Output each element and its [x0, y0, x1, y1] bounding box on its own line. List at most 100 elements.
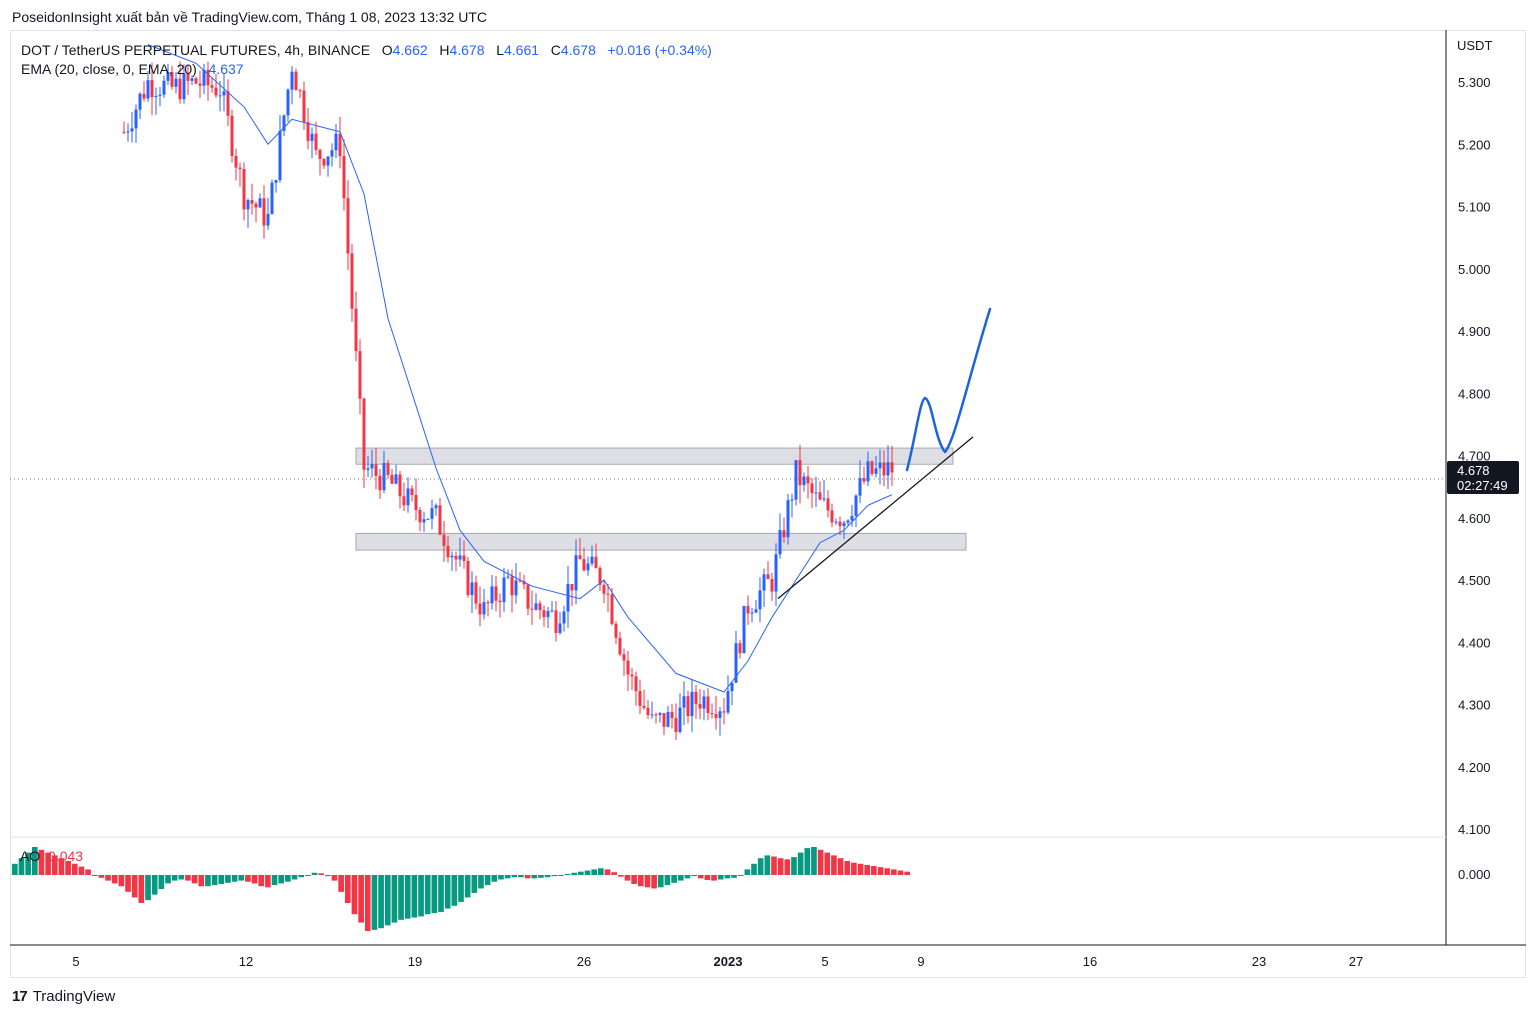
- ao-bar: [391, 875, 398, 923]
- candle-body: [546, 611, 550, 618]
- candle-body: [670, 712, 674, 719]
- candle-body: [142, 93, 146, 99]
- x-tick-label: 27: [1349, 954, 1363, 969]
- ao-bar: [151, 875, 158, 895]
- ao-bar: [797, 852, 804, 875]
- ao-bar: [737, 875, 744, 876]
- trendline[interactable]: [777, 436, 974, 600]
- ao-bar: [271, 875, 278, 886]
- ao-bar: [198, 875, 205, 887]
- candle-body: [490, 586, 494, 604]
- candle-body: [426, 518, 430, 520]
- candle-body: [622, 654, 626, 661]
- candle-body: [358, 351, 362, 399]
- legend-low: 4.661: [503, 42, 540, 58]
- candle-body: [874, 468, 878, 474]
- candle-body: [250, 200, 254, 204]
- candle-body: [310, 133, 314, 141]
- legend-open: 4.662: [392, 42, 428, 58]
- bar-countdown: 02:27:49: [1457, 478, 1508, 493]
- candle-body: [406, 488, 410, 506]
- candle-body: [298, 90, 302, 92]
- candle-body: [450, 555, 454, 558]
- legend-symbol: DOT / TetherUS PERPETUAL FUTURES, 4h, BI…: [21, 42, 371, 58]
- candle-body: [190, 78, 194, 81]
- candle-body: [134, 109, 138, 129]
- candle-body: [158, 94, 162, 96]
- candle-body: [282, 115, 286, 131]
- ao-bar: [351, 875, 358, 915]
- candle-body: [634, 676, 638, 692]
- candle-body: [590, 556, 594, 564]
- candle-body: [554, 610, 558, 633]
- candle-body: [538, 603, 542, 611]
- ao-bar: [378, 875, 384, 929]
- candle-body: [858, 478, 862, 496]
- candle-body: [570, 584, 574, 591]
- ao-bar: [245, 875, 251, 882]
- candle-body: [710, 713, 714, 715]
- candle-body: [866, 461, 870, 482]
- legend-close-label: C: [550, 42, 561, 58]
- candle-body: [690, 691, 694, 717]
- ao-bar: [877, 867, 884, 875]
- candle-body: [754, 609, 758, 613]
- x-tick-label: 5: [72, 954, 79, 969]
- projection-path[interactable]: [905, 307, 992, 472]
- candle-body: [582, 559, 586, 571]
- y-tick-label: 4.800: [1458, 386, 1491, 401]
- y-tick-label: 4.100: [1458, 822, 1491, 837]
- candle-body: [506, 576, 510, 578]
- ao-bar: [811, 847, 817, 875]
- candle-body: [326, 156, 330, 166]
- ao-histogram: [12, 847, 910, 931]
- candle-body: [850, 515, 854, 521]
- candle-body: [430, 508, 434, 519]
- ao-bar: [844, 861, 851, 875]
- candle-body: [814, 492, 818, 494]
- candle-body: [766, 574, 770, 579]
- candle-body: [354, 308, 358, 352]
- ao-bar: [891, 869, 897, 875]
- y-tick-label: 4.300: [1458, 698, 1491, 713]
- candle-body: [290, 71, 294, 90]
- x-tick-label: 12: [239, 954, 253, 969]
- candle-body: [350, 253, 354, 309]
- y-tick-label: 4.900: [1458, 324, 1491, 339]
- ao-bar: [91, 875, 98, 876]
- ao-bar: [791, 857, 797, 875]
- legend-low-label: L: [496, 42, 504, 58]
- candle-body: [154, 95, 158, 98]
- candle-body: [206, 69, 210, 86]
- footer-brand[interactable]: 17 TradingView: [12, 988, 115, 1005]
- legend-change: +0.016 (+0.34%): [607, 42, 712, 58]
- candle-body: [678, 707, 682, 732]
- ao-bar: [78, 866, 85, 875]
- ao-bar: [205, 875, 211, 887]
- candle-body: [762, 574, 766, 591]
- brand-name: TradingView: [32, 988, 116, 1005]
- ao-legend[interactable]: AO 0.043: [20, 848, 83, 864]
- candle-body: [234, 155, 238, 168]
- candle-body: [718, 711, 722, 718]
- candle-body: [822, 498, 826, 500]
- candle-body: [474, 582, 478, 604]
- ao-bar: [431, 875, 438, 914]
- ao-bar: [71, 863, 78, 875]
- candle-body: [638, 691, 642, 706]
- candle-body: [498, 600, 502, 603]
- candle-body: [834, 521, 838, 523]
- ao-bar: [604, 869, 611, 875]
- ao-bar: [278, 875, 285, 884]
- ao-bar: [824, 852, 831, 875]
- candle-body: [722, 711, 726, 713]
- candle-body: [434, 505, 438, 509]
- ao-bar: [458, 875, 464, 902]
- ao-bar: [318, 873, 324, 875]
- legend-ema-row[interactable]: EMA (20, close, 0, EMA, 20) 4.637: [21, 60, 712, 79]
- candle-body: [222, 91, 226, 96]
- ao-bar: [251, 875, 258, 884]
- ao-bar: [598, 868, 604, 875]
- candle-body: [274, 180, 278, 183]
